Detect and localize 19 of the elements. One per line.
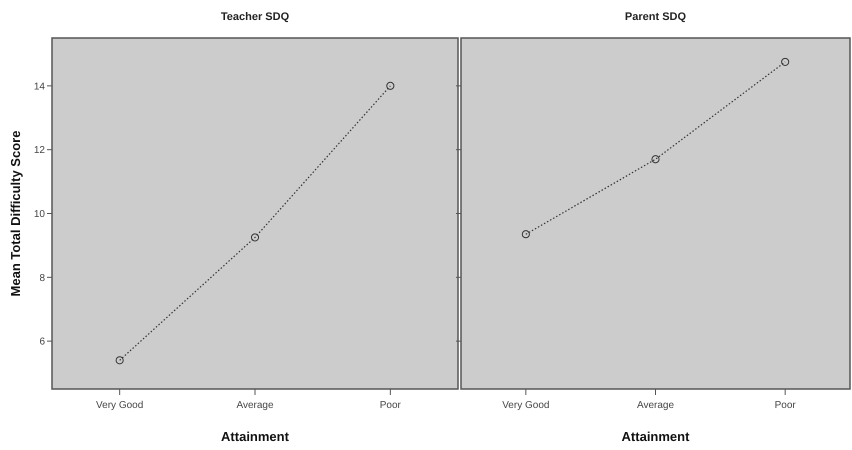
x-tick-label: Average — [236, 400, 274, 411]
chart-title: Teacher SDQ — [220, 11, 290, 23]
x-tick-label: Poor — [774, 400, 796, 411]
x-tick-label: Poor — [380, 400, 402, 411]
point — [250, 233, 260, 242]
y-tick-label: 10 — [34, 209, 46, 220]
y-tick-label: 12 — [34, 145, 46, 156]
point — [116, 356, 124, 364]
y-axis-title: Mean Total Difficulty Score — [8, 130, 23, 296]
point — [386, 82, 394, 90]
y-tick-label: 8 — [39, 272, 46, 284]
x-axis-title: Attainment — [622, 429, 690, 444]
x-tick-label: Average — [636, 400, 674, 411]
y-tick-label: 14 — [34, 81, 46, 92]
x-tick-label: Very Good — [96, 400, 144, 411]
y-tick-label: 6 — [39, 336, 46, 348]
x-tick-label: Very Good — [502, 400, 550, 411]
chart-title: Parent SDQ — [624, 11, 686, 23]
x-axis-title: Attainment — [221, 429, 290, 444]
